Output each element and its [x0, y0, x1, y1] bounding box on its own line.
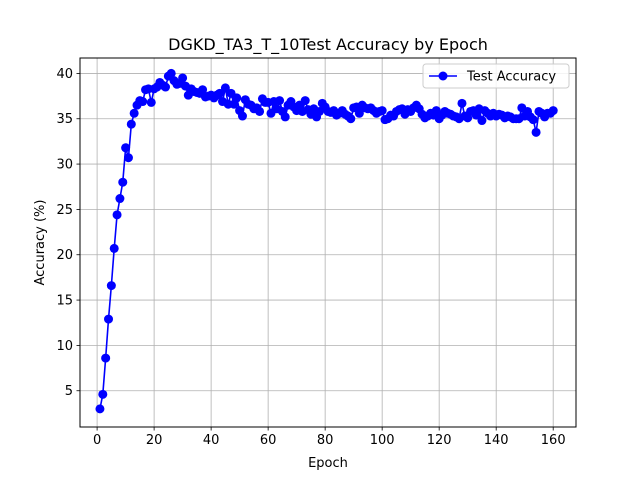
legend-marker-swatch — [438, 71, 448, 81]
data-point — [123, 153, 133, 163]
data-point — [531, 127, 541, 137]
legend: Test Accuracy — [422, 63, 570, 89]
data-point — [178, 73, 188, 83]
data-point — [477, 116, 487, 126]
data-point — [275, 96, 285, 106]
data-point — [109, 243, 119, 253]
y-tick-label: 30 — [56, 158, 73, 173]
y-tick-label: 25 — [56, 203, 73, 218]
data-point — [118, 177, 128, 187]
data-point — [121, 143, 131, 153]
data-point — [98, 389, 108, 399]
y-axis-label: Accuracy (%) — [33, 200, 48, 286]
chart-title: DGKD_TA3_T_10Test Accuracy by Epoch — [168, 35, 488, 55]
x-tick-label: 40 — [203, 433, 220, 448]
y-tick-label: 5 — [65, 384, 73, 399]
data-point — [528, 115, 538, 125]
data-point — [104, 314, 114, 324]
data-point — [129, 108, 139, 118]
data-point — [300, 96, 310, 106]
x-tick-label: 60 — [260, 433, 277, 448]
data-point — [161, 82, 171, 92]
data-point — [198, 85, 208, 95]
data-point — [146, 97, 156, 107]
data-point — [106, 281, 116, 291]
data-point — [280, 112, 290, 122]
data-point — [237, 111, 247, 121]
data-point — [232, 93, 242, 103]
data-point — [215, 88, 225, 98]
y-tick-label: 20 — [56, 248, 73, 263]
x-tick-label: 20 — [146, 433, 163, 448]
x-tick-label: 80 — [317, 433, 334, 448]
data-series — [95, 68, 558, 414]
data-point — [457, 98, 467, 108]
x-tick-label: 140 — [484, 433, 509, 448]
data-point — [220, 83, 230, 93]
data-point — [346, 114, 356, 124]
y-tick-label: 10 — [56, 339, 73, 354]
data-point — [138, 97, 148, 107]
data-point — [548, 106, 558, 116]
data-point — [115, 194, 125, 204]
data-point — [166, 68, 176, 78]
y-tick-label: 15 — [56, 294, 73, 309]
data-point — [126, 119, 136, 129]
data-point — [101, 353, 111, 363]
data-point — [377, 106, 387, 116]
x-axis-label: Epoch — [308, 456, 348, 471]
plot-frame — [79, 57, 577, 428]
y-tick-label: 35 — [56, 112, 73, 127]
x-tick-label: 100 — [370, 433, 395, 448]
x-tick-label: 120 — [427, 433, 452, 448]
legend-label: Test Accuracy — [466, 70, 556, 85]
legend-box — [422, 63, 570, 89]
x-tick-label: 0 — [93, 433, 101, 448]
axis-ticks: 0 20 40 60 80 100 120 140 160 5 10 15 20 25 30 35 40 — [56, 67, 565, 448]
data-point — [354, 108, 364, 118]
data-point — [112, 210, 122, 220]
y-tick-label: 40 — [56, 67, 73, 82]
data-point — [95, 404, 105, 414]
x-tick-label: 160 — [541, 433, 566, 448]
data-point — [255, 106, 265, 116]
